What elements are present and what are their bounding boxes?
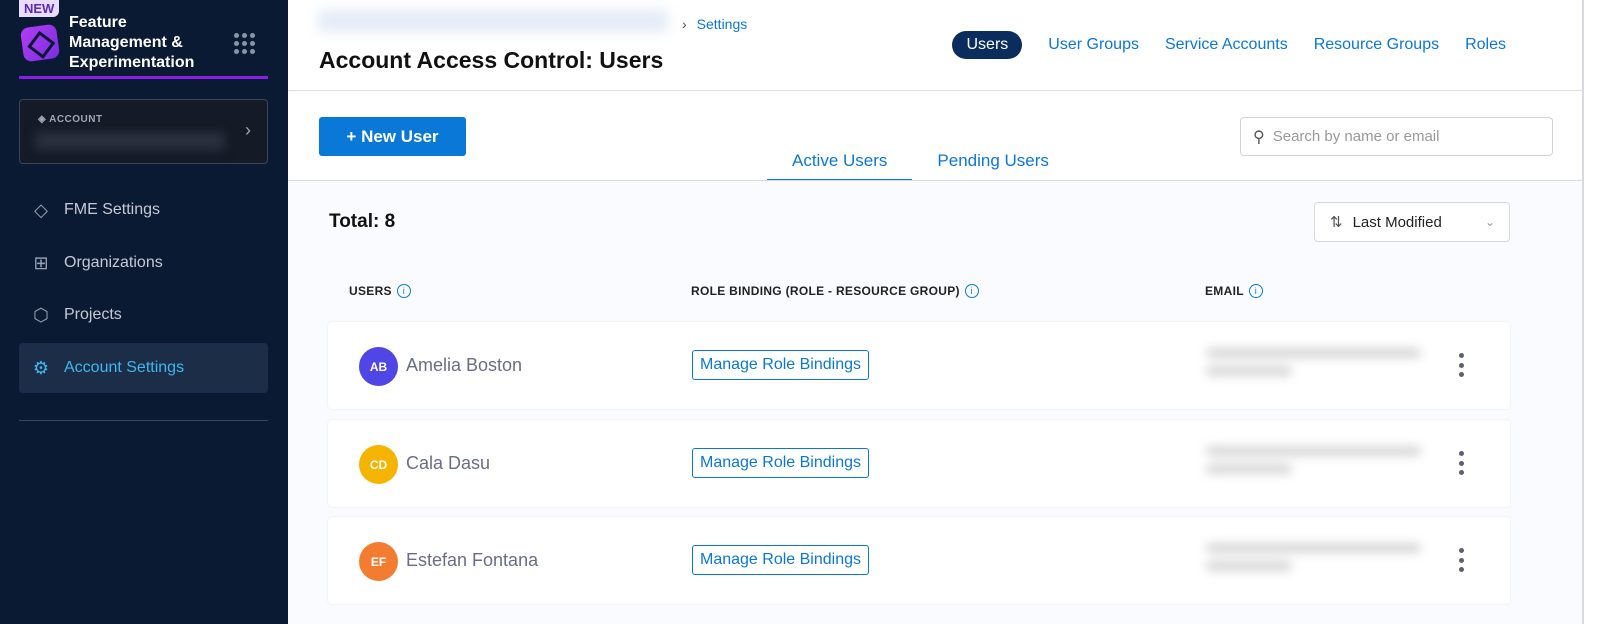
- fme-icon: ◇: [34, 199, 48, 220]
- column-header-role-binding: ROLE BINDING (ROLE - RESOURCE GROUP) i: [691, 284, 979, 298]
- search-icon: ⚲: [1253, 128, 1265, 146]
- email-redacted: [1206, 446, 1421, 482]
- tab-pending-users[interactable]: Pending Users: [937, 151, 1049, 170]
- app-switcher-grid-icon[interactable]: [234, 33, 256, 54]
- sidebar-item-fme-settings[interactable]: ◇ FME Settings: [19, 185, 268, 235]
- users-list: Total: 8 ⇅ Last Modified ⌄ USERS i ROLE BIN…: [288, 181, 1582, 624]
- search-placeholder: Search by name or email: [1272, 128, 1440, 145]
- breadcrumb-settings-link[interactable]: Settings: [696, 16, 748, 32]
- table-row[interactable]: EF Estefan Fontana Manage Role Bindings: [328, 517, 1510, 604]
- user-name: Cala Dasu: [406, 453, 491, 473]
- main: › Settings Account Access Control: Users …: [288, 0, 1582, 624]
- info-icon[interactable]: i: [396, 284, 411, 298]
- page-title: Account Access Control: Users: [319, 47, 664, 73]
- avatar: AB: [359, 347, 398, 386]
- sort-value: Last Modified: [1352, 213, 1442, 231]
- breadcrumb-redacted: [318, 10, 668, 32]
- org-chart-icon: ⊞: [33, 252, 49, 273]
- chevron-right-icon: ›: [682, 16, 687, 32]
- gear-icon: ⚙: [32, 357, 50, 378]
- user-subtabs: Active Users Pending Users: [767, 146, 1074, 182]
- avatar: EF: [359, 542, 398, 581]
- sidebar-item-label: Account Settings: [64, 359, 185, 376]
- sidebar-item-projects[interactable]: ⬡ Projects: [19, 290, 268, 340]
- more-options-icon[interactable]: [1454, 353, 1468, 377]
- sort-dropdown[interactable]: ⇅ Last Modified ⌄: [1314, 202, 1510, 242]
- search-input[interactable]: ⚲ Search by name or email: [1240, 117, 1553, 156]
- table-row[interactable]: AB Amelia Boston Manage Role Bindings: [328, 322, 1510, 409]
- sort-icon: ⇅: [1330, 214, 1343, 231]
- sidebar-item-account-settings[interactable]: ⚙ Account Settings: [19, 343, 268, 393]
- app-title: Feature Management & Experimentation: [69, 14, 195, 71]
- sidebar: NEW Feature Management & Experimentation…: [0, 0, 288, 624]
- manage-role-bindings-button[interactable]: Manage Role Bindings: [692, 545, 869, 575]
- tab-user-groups[interactable]: User Groups: [1048, 36, 1139, 53]
- sidebar-item-label: Projects: [64, 306, 122, 323]
- brand-divider: [19, 76, 268, 79]
- divider: [288, 180, 1582, 181]
- more-options-icon[interactable]: [1454, 451, 1468, 475]
- new-badge: NEW: [19, 0, 60, 17]
- manage-role-bindings-button[interactable]: Manage Role Bindings: [692, 350, 869, 380]
- tab-active-users[interactable]: Active Users: [767, 146, 913, 182]
- sidebar-item-label: FME Settings: [64, 201, 161, 218]
- top-tabs: Users User Groups Service Accounts Resou…: [952, 31, 1506, 59]
- chevron-right-icon: ›: [245, 120, 251, 140]
- email-redacted: [1206, 543, 1421, 579]
- tab-users[interactable]: Users: [952, 31, 1023, 59]
- sidebar-item-organizations[interactable]: ⊞ Organizations: [19, 238, 268, 288]
- more-options-icon[interactable]: [1454, 548, 1468, 572]
- avatar: CD: [359, 445, 398, 484]
- total-count: Total: 8: [329, 211, 396, 232]
- fme-logo-icon: [19, 23, 61, 63]
- manage-role-bindings-button[interactable]: Manage Role Bindings: [692, 448, 869, 478]
- breadcrumb: › Settings: [682, 16, 747, 32]
- column-header-users: USERS i: [349, 284, 411, 298]
- divider: [288, 90, 1582, 91]
- column-header-email: EMAIL i: [1205, 284, 1263, 298]
- tab-service-accounts[interactable]: Service Accounts: [1164, 36, 1288, 53]
- account-name-redacted: [35, 132, 225, 150]
- chevron-down-icon: ⌄: [1484, 215, 1495, 229]
- account-selector[interactable]: ACCOUNT ›: [19, 99, 268, 164]
- user-name: Amelia Boston: [406, 355, 523, 375]
- tab-roles[interactable]: Roles: [1465, 36, 1506, 53]
- new-user-button[interactable]: + New User: [319, 117, 466, 156]
- table-row[interactable]: CD Cala Dasu Manage Role Bindings: [328, 420, 1510, 507]
- page-edge-divider: [1582, 0, 1584, 624]
- account-label: ACCOUNT: [38, 114, 103, 125]
- tab-resource-groups[interactable]: Resource Groups: [1313, 36, 1440, 53]
- email-redacted: [1206, 348, 1421, 384]
- sidebar-item-label: Organizations: [64, 254, 163, 271]
- info-icon[interactable]: i: [964, 284, 979, 298]
- cube-icon: ⬡: [33, 304, 49, 325]
- sidebar-divider: [19, 420, 268, 421]
- info-icon[interactable]: i: [1248, 284, 1263, 298]
- user-name: Estefan Fontana: [406, 550, 539, 570]
